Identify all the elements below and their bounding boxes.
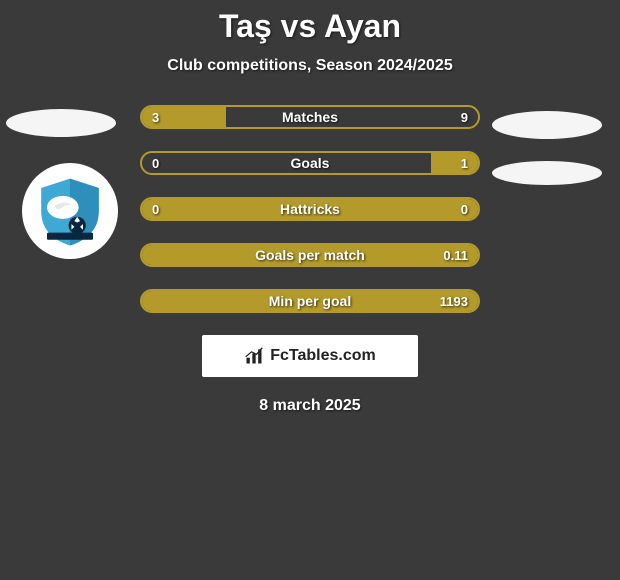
stat-right-value: 1 (461, 153, 468, 173)
stat-label: Hattricks (142, 199, 478, 219)
player-right-placeholder (492, 111, 602, 139)
stat-label: Goals per match (142, 245, 478, 265)
stat-right-value: 0.11 (443, 245, 468, 265)
date-label: 8 march 2025 (0, 397, 620, 415)
stat-bar-min-per-goal: Min per goal 1193 (140, 289, 480, 313)
club-badge-left (22, 163, 118, 259)
page-subtitle: Club competitions, Season 2024/2025 (0, 57, 620, 75)
stat-right-value: 0 (461, 199, 468, 219)
stat-bar-hattricks: 0 Hattricks 0 (140, 197, 480, 221)
bar-chart-icon (244, 346, 264, 366)
stat-bar-matches: 3 Matches 9 (140, 105, 480, 129)
stat-right-value: 1193 (440, 291, 468, 311)
player-left-placeholder (6, 109, 116, 137)
player-right-placeholder-2 (492, 161, 602, 185)
stat-label: Matches (142, 107, 478, 127)
stats-area: 3 Matches 9 0 Goals 1 0 Hattricks 0 Goal… (0, 105, 620, 415)
page-title: Taş vs Ayan (0, 0, 620, 45)
stat-bar-goals-per-match: Goals per match 0.11 (140, 243, 480, 267)
stat-label: Min per goal (142, 291, 478, 311)
shield-icon (34, 175, 106, 247)
brand-text: FcTables.com (270, 347, 376, 365)
stat-right-value: 9 (461, 107, 468, 127)
stat-label: Goals (142, 153, 478, 173)
stat-bar-goals: 0 Goals 1 (140, 151, 480, 175)
brand-attribution[interactable]: FcTables.com (202, 335, 418, 377)
stat-bars: 3 Matches 9 0 Goals 1 0 Hattricks 0 Goal… (140, 105, 480, 313)
